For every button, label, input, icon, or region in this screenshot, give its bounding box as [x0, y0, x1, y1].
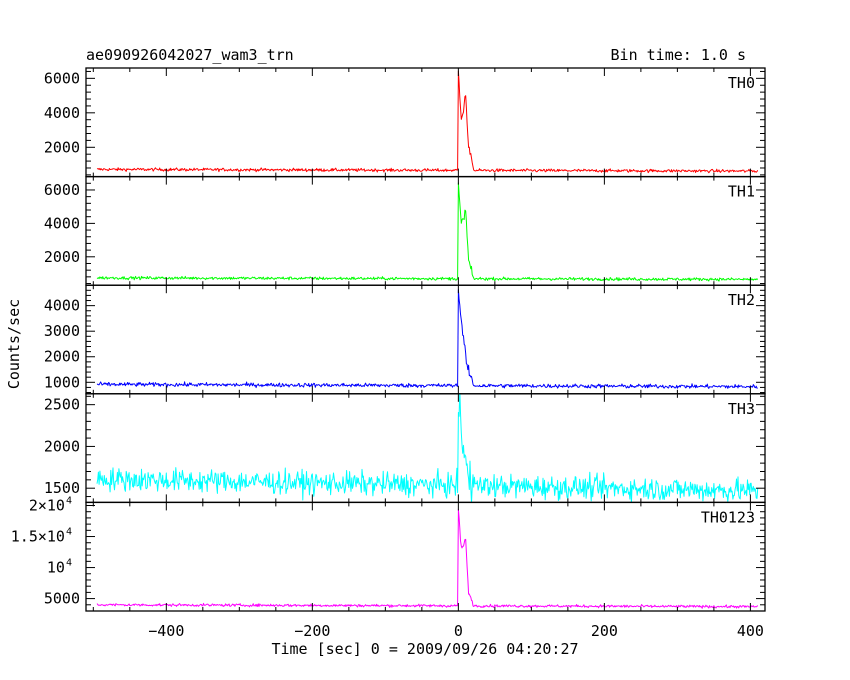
y-tick-label: 6000 [44, 69, 80, 87]
series-line-th3 [96, 393, 759, 503]
y-tick-label: 2000 [44, 138, 80, 156]
x-tick-label: 200 [591, 622, 618, 640]
panel-label-th2: TH2 [728, 291, 755, 309]
x-tick-label: −400 [148, 622, 184, 640]
x-axis: −400 −200 0 200 400 [148, 622, 764, 640]
x-axis-label: Time [sec] 0 = 2009/09/26 04:20:27 [271, 640, 578, 658]
panel-th1: TH1 2000 4000 6000 [44, 175, 766, 286]
y-tick-label: 2000 [44, 348, 80, 366]
series-line-th1 [96, 182, 759, 282]
bin-time-label: Bin time: 1.0 s [611, 46, 746, 64]
y-tick-label: 2000 [44, 248, 80, 266]
panels: TH0 2000 4000 6000 TH1 2000 4000 6000 TH2 1000 200… [11, 67, 766, 612]
panel-label-th1: TH1 [728, 183, 755, 201]
series-line-th2 [96, 289, 758, 389]
y-tick-label: 1000 [44, 373, 80, 391]
x-tick-label: −200 [294, 622, 330, 640]
panel-frame [85, 67, 766, 178]
y-axis-label: Counts/sec [5, 299, 23, 389]
y-tick-label: 104 [47, 558, 72, 577]
panel-frame [85, 393, 766, 504]
panel-th0123: TH0123 5000 104 1.5×104 2×104 [11, 496, 766, 612]
y-tick-label: 2000 [44, 437, 80, 455]
y-tick-label: 2500 [44, 396, 80, 414]
x-tick-label: 0 [454, 622, 463, 640]
panel-th3: TH3 1500 2000 2500 [44, 393, 766, 504]
series-line-th0123 [96, 509, 759, 609]
chart-title: ae090926042027_wam3_trn [86, 46, 294, 64]
y-tick-label: 1.5×104 [11, 527, 72, 546]
y-tick-label: 4000 [44, 214, 80, 232]
series-line-th0 [96, 70, 759, 174]
y-tick-label: 2×104 [29, 496, 72, 515]
y-tick-label: 3000 [44, 322, 80, 340]
panel-frame [85, 175, 766, 286]
y-tick-label: 5000 [44, 590, 80, 608]
y-tick-label: 4000 [44, 104, 80, 122]
y-tick-label: 6000 [44, 181, 80, 199]
x-tick-label: 400 [737, 622, 764, 640]
panel-frame [85, 501, 766, 612]
panel-label-th3: TH3 [728, 400, 755, 418]
y-tick-label: 1500 [44, 479, 80, 497]
panel-frame [85, 284, 766, 395]
y-tick-label: 4000 [44, 297, 80, 315]
panel-th0: TH0 2000 4000 6000 [44, 67, 766, 178]
panel-th2: TH2 1000 2000 3000 4000 [44, 284, 766, 395]
panel-label-th0123: TH0123 [701, 508, 755, 526]
panel-label-th0: TH0 [728, 74, 755, 92]
